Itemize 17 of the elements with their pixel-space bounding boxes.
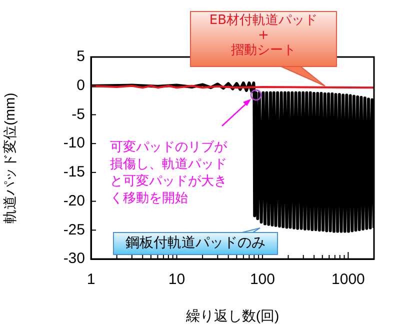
y-tick-label: -5	[72, 106, 85, 123]
y-tick-label: -15	[63, 164, 85, 181]
x-axis-title: 繰り返し数(回)	[184, 307, 280, 324]
y-tick-label: 5	[76, 48, 85, 66]
y-tick-label: -25	[63, 221, 85, 238]
y-tick-label: -30	[63, 250, 85, 268]
x-tick-label: 10	[168, 271, 186, 288]
y-tick-label: 0	[76, 77, 85, 94]
x-tick-label: 1000	[332, 271, 365, 288]
series-label: 鋼板付軌道パッドのみ	[113, 232, 278, 255]
y-axis-title: 軌道パッド変位(mm)	[1, 92, 18, 224]
x-tick-label: 1	[86, 271, 96, 288]
y-tick-label: -20	[63, 192, 85, 210]
x-tick-label: 100	[250, 271, 275, 288]
text: EB材付軌道パッド + 摺動シート	[190, 11, 337, 67]
annotation: 可変パッドのリブが損傷し、軌道パッドと可変パッドが大きく移動を開始	[110, 140, 228, 208]
y-tick-label: -10	[63, 134, 85, 152]
